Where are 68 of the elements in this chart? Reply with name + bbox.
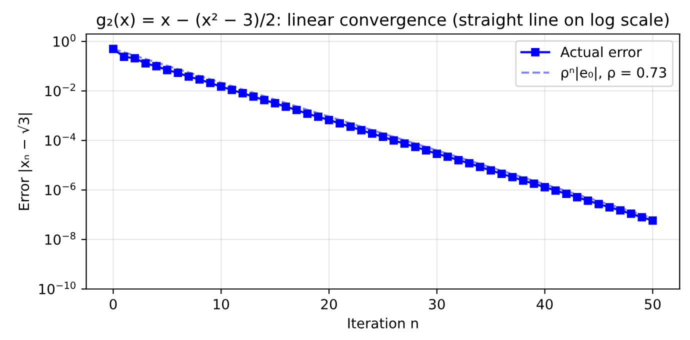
x-tick-label: 0 <box>110 298 117 310</box>
point <box>454 156 463 164</box>
point <box>390 136 398 145</box>
point <box>195 75 204 84</box>
point <box>486 166 496 175</box>
x-tick-label: 30 <box>429 298 445 310</box>
point <box>282 102 290 111</box>
point <box>594 200 603 208</box>
point <box>497 170 506 178</box>
y-tick-label: 10$^{−8}$ <box>45 232 76 245</box>
point <box>508 172 517 182</box>
point <box>572 193 582 202</box>
point <box>228 86 236 94</box>
point <box>648 216 657 225</box>
point <box>346 122 355 131</box>
point <box>336 119 344 128</box>
point <box>476 162 484 172</box>
point <box>378 132 388 142</box>
point <box>270 99 280 108</box>
y-tick-label: 10$^{−4}$ <box>45 133 76 146</box>
point <box>324 116 334 124</box>
point <box>638 213 646 222</box>
point <box>422 146 430 154</box>
point <box>206 78 214 88</box>
point <box>141 59 150 68</box>
point <box>530 179 538 188</box>
y-tick-label: 10$^{−2}$ <box>45 84 76 96</box>
point <box>616 206 624 215</box>
legend-label: ρⁿ|e₀|, ρ = 0.73 <box>562 66 666 81</box>
point <box>120 52 128 61</box>
point <box>357 126 366 134</box>
point <box>519 176 528 185</box>
x-tick-label: 20 <box>321 298 337 310</box>
point <box>432 150 442 158</box>
point <box>109 44 118 54</box>
point <box>260 96 268 104</box>
point <box>314 112 322 121</box>
y-tick-label: 10$^{0}$ <box>54 34 76 47</box>
point <box>174 68 182 77</box>
point <box>551 186 560 195</box>
point <box>184 72 193 81</box>
point <box>562 190 571 198</box>
point <box>130 54 139 62</box>
x-tick-label: 10 <box>214 298 230 310</box>
point <box>411 142 420 152</box>
y-axis-title: Error |xₙ − √3| <box>18 114 32 210</box>
point <box>152 62 161 70</box>
x-axis-title: Iteration n <box>348 318 418 328</box>
y-tick-label: 10$^{−6}$ <box>45 182 76 196</box>
point <box>163 66 172 74</box>
point <box>540 182 549 192</box>
legend-label: Actual error <box>560 46 642 58</box>
point <box>626 210 636 218</box>
x-tick-label: 50 <box>644 298 661 310</box>
chart-title: g₂(x) = x − (x² − 3)/2: linear convergence (straight line on log scale) <box>96 13 669 30</box>
point <box>249 92 258 101</box>
point <box>444 152 452 161</box>
y-tick-label: 10$^{−10}$ <box>39 282 76 294</box>
point <box>216 82 226 91</box>
point <box>303 110 312 118</box>
point <box>238 89 247 98</box>
x-tick-label: 40 <box>536 298 553 310</box>
point <box>465 159 474 168</box>
point <box>584 196 592 205</box>
point <box>605 203 614 212</box>
point <box>292 106 301 114</box>
point <box>368 129 376 138</box>
point <box>400 139 409 148</box>
